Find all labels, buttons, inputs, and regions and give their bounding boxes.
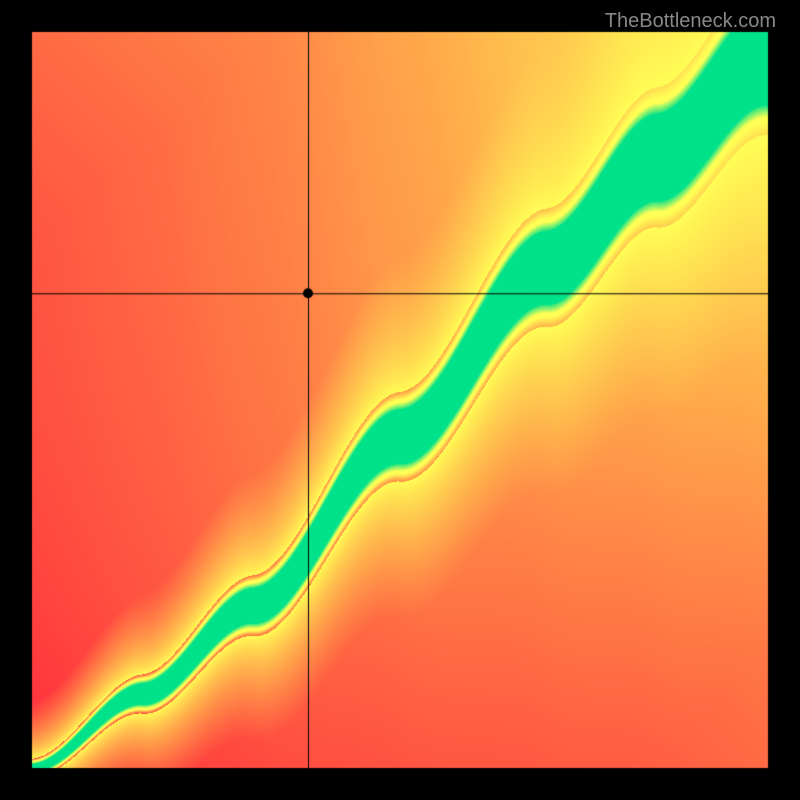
watermark-text: TheBottleneck.com <box>605 10 776 33</box>
heatmap-canvas <box>0 0 800 800</box>
chart-container: TheBottleneck.com <box>0 0 800 800</box>
